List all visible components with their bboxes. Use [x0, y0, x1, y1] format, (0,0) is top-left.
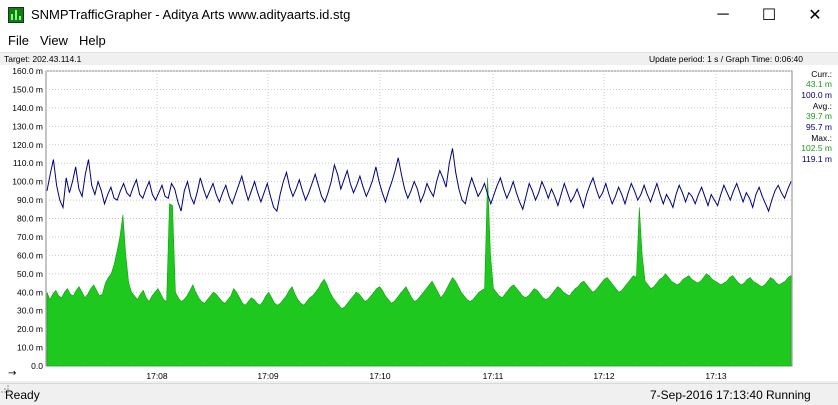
x-start-arrow: → — [8, 368, 16, 379]
y-tick-label: 140.0 m — [12, 103, 43, 113]
max-label: Max.: — [811, 133, 832, 143]
x-tick-label: 17:09 — [257, 371, 279, 381]
graph-app-icon — [8, 7, 24, 23]
title-bar: SNMPTrafficGrapher - Aditya Arts www.adi… — [0, 0, 838, 30]
y-tick-label: 110.0 m — [13, 158, 43, 168]
x-tick-label: 17:08 — [146, 371, 168, 381]
y-tick-label: 10.0 m — [17, 343, 43, 353]
update-period-label: Update period: 1 s / Graph Time: 0:06:40 — [648, 54, 803, 64]
status-bar: Ready 7-Sep-2016 17:13:40 Running — [0, 383, 838, 405]
curr-out-value: 100.0 m — [801, 90, 832, 100]
x-tick-label: 17:10 — [369, 371, 391, 381]
y-tick-label: 0.0 — [31, 361, 43, 371]
target-label: Target: 202.43.114.1 — [4, 54, 82, 64]
menu-file[interactable]: File — [8, 33, 29, 48]
y-tick-label: 70.0 m — [17, 232, 43, 242]
status-ready: Ready — [5, 388, 40, 402]
y-tick-label: 90.0 m — [17, 195, 43, 205]
y-tick-label: 40.0 m — [17, 287, 43, 297]
y-tick-label: 80.0 m — [17, 214, 43, 224]
info-bar: Target: 202.43.114.1 Update period: 1 s … — [0, 53, 838, 65]
status-datetime: 7-Sep-2016 17:13:40 — [650, 388, 763, 402]
avg-in-value: 39.7 m — [806, 111, 832, 121]
y-tick-label: 100.0 m — [12, 177, 43, 187]
resize-grip-icon[interactable] — [0, 384, 10, 394]
y-tick-label: 130.0 m — [12, 121, 43, 131]
x-tick-label: 17:12 — [593, 371, 615, 381]
avg-out-value: 95.7 m — [806, 122, 832, 132]
series-out-line — [46, 148, 792, 213]
traffic-graph: 0.0 10.0 m 20.0 m 30.0 m 40.0 m 50.0 m 60.0 m 7… — [0, 65, 838, 381]
y-tick-label: 30.0 m — [17, 306, 43, 316]
y-tick-label: 60.0 m — [17, 250, 43, 260]
y-tick-label: 50.0 m — [17, 269, 43, 279]
menu-help[interactable]: Help — [79, 33, 106, 48]
x-tick-label: 17:13 — [705, 371, 727, 381]
y-tick-label: 120.0 m — [12, 140, 43, 150]
curr-in-value: 43.1 m — [806, 79, 832, 89]
window-title: SNMPTrafficGrapher - Aditya Arts www.adi… — [31, 7, 351, 22]
max-in-value: 102.5 m — [801, 143, 832, 153]
maximize-button[interactable]: ☐ — [761, 7, 777, 24]
menu-view[interactable]: View — [40, 33, 68, 48]
avg-label: Avg.: — [812, 101, 832, 111]
y-tick-label: 150.0 m — [12, 84, 43, 94]
y-tick-label: 20.0 m — [17, 324, 43, 334]
minimize-button[interactable]: ─ — [717, 6, 729, 23]
status-running: Running — [766, 388, 811, 402]
max-out-value: 119.1 m — [801, 154, 832, 164]
series-in-area — [46, 177, 792, 367]
x-tick-label: 17:11 — [483, 371, 504, 381]
y-tick-label: 160.0 m — [12, 66, 43, 76]
traffic-chart: 0.0 10.0 m 20.0 m 30.0 m 40.0 m 50.0 m 60.0 m 7… — [8, 66, 793, 381]
close-button[interactable]: ✕ — [808, 7, 822, 24]
menu-bar: File View Help — [0, 30, 838, 53]
curr-label: Curr.: — [811, 69, 832, 79]
